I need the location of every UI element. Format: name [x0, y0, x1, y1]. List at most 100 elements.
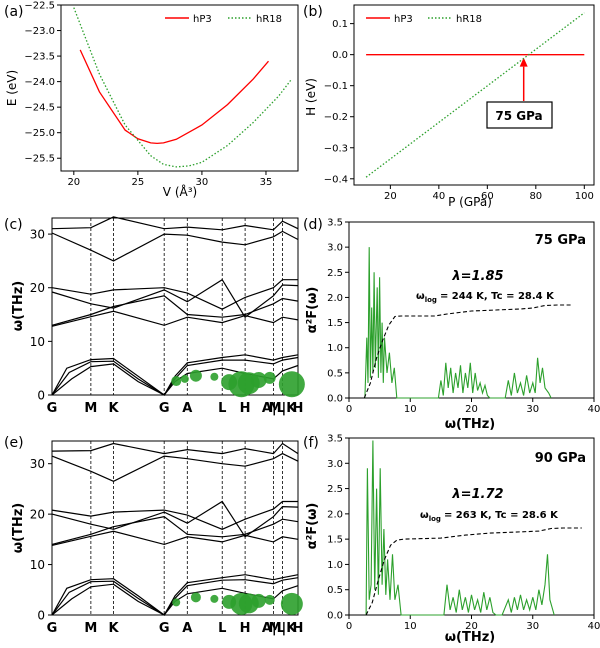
panel-f-eliashberg-90gpa: (f) 90 GPa λ=1.72 ωlog = 263 K, Tc = 28.6… — [303, 434, 600, 646]
panel-b-xlabel: P (GPa) — [448, 195, 492, 209]
panel-e-ytick-label: 10 — [30, 558, 45, 572]
panel-b-legend-hp3: hP3 — [394, 14, 413, 25]
panel-a-xtick-label: 20 — [67, 177, 80, 188]
panel-c-ytick-label: 30 — [30, 228, 45, 242]
panel-d-xtick-label: 40 — [588, 404, 600, 415]
panel-f-omega-symbol: ω — [420, 510, 429, 521]
panel-e-path-label: A — [182, 621, 192, 636]
panel-d-lambda-curve — [363, 304, 573, 399]
panel-f-ytick-label: 1.5 — [327, 535, 343, 546]
panel-c-ytick-label: 10 — [30, 335, 45, 349]
panel-d-ytick-label: 0.0 — [327, 394, 343, 405]
panel-f-xtick-label: 30 — [526, 621, 539, 632]
panel-c-linewidth-marker — [278, 371, 305, 398]
panel-c-linewidth-marker — [171, 376, 182, 387]
panel-f-ytick-label: 1.0 — [327, 560, 343, 571]
panel-c-band — [51, 279, 298, 310]
panel-c-ytick-label: 20 — [30, 281, 45, 295]
panel-b-xtick-label: 20 — [384, 191, 397, 202]
panel-e-frame — [51, 440, 299, 616]
panel-c-band — [51, 278, 299, 319]
panel-a-legend-hp3: hP3 — [193, 14, 212, 25]
panel-b-ylabel: H (eV) — [304, 78, 318, 116]
panel-c-band — [51, 230, 299, 262]
panel-c-label: (c) — [4, 217, 23, 233]
panel-f-omega-sub: log — [429, 515, 441, 523]
panel-d-ytick-label: 0.5 — [327, 368, 343, 379]
panel-b-frame — [353, 4, 595, 186]
panel-f-xtick-label: 0 — [346, 621, 352, 632]
panel-d-ytick-label: 2.0 — [327, 293, 343, 304]
panel-c-path-label: L — [218, 401, 226, 416]
panel-b-xtick-label: 40 — [432, 191, 445, 202]
panel-b-ytick-label: −0.2 — [324, 112, 348, 123]
panel-f-pressure: 90 GPa — [535, 451, 586, 466]
panel-c-path-label: G — [47, 401, 58, 416]
panel-d-omega-symbol: ω — [416, 291, 425, 302]
panel-a-ytick-label: −23.5 — [24, 52, 55, 63]
panel-d-ytick-label: 1.0 — [327, 343, 343, 354]
panel-e-path-label: G — [47, 621, 58, 636]
panel-c-path-label: M|K — [269, 401, 298, 416]
panel-a-frame — [60, 4, 299, 172]
panel-d-pressure: 75 GPa — [535, 233, 586, 248]
panel-e-band — [51, 452, 299, 482]
panel-a-series-hr18 — [73, 7, 293, 168]
panel-a-xtick-label: 25 — [131, 177, 144, 188]
panel-a-xlabel: V (Å³) — [163, 184, 197, 199]
panel-b-xtick-label: 80 — [529, 191, 542, 202]
panel-c-linewidth-marker — [250, 371, 267, 388]
panel-a-legend-hr18: hR18 — [256, 14, 282, 25]
panel-a-ytick-label: −24.0 — [24, 77, 55, 88]
panel-d-a2f-spectrum — [364, 247, 552, 399]
panel-a-ytick-label: −25.5 — [24, 154, 55, 165]
panel-d-xtick-label: 30 — [526, 404, 539, 415]
panel-a-energy-volume: (a) hP3 hR18 V (Å³) E (eV) 20 25 30 35 −22.5… — [4, 1, 299, 199]
panel-d-label: (d) — [303, 217, 323, 233]
panel-a-label: (a) — [4, 4, 24, 20]
panel-e-label: (e) — [4, 435, 24, 451]
panel-c-band — [51, 216, 299, 231]
panel-d-ytick-label: 1.5 — [327, 318, 343, 329]
panel-d-xtick-label: 0 — [346, 404, 352, 415]
panel-e-ytick-label: 0 — [37, 609, 45, 623]
panel-a-xtick-label: 35 — [260, 177, 273, 188]
panel-b-xtick-label: 100 — [575, 191, 594, 202]
panel-e-path-label: G — [159, 621, 170, 636]
panel-f-ytick-label: 0.5 — [327, 585, 343, 596]
panel-f-ytick-label: 3.5 — [327, 434, 343, 445]
panel-b-annotation: 75 GPa — [486, 57, 553, 129]
panel-f-xlabel: ω(THz) — [445, 630, 496, 645]
panel-e-path-label: H — [240, 621, 251, 636]
panel-e-ylabel: ω(THz) — [11, 503, 26, 554]
panel-c-ytick-label: 0 — [37, 389, 45, 403]
panel-e-linewidth-marker — [264, 594, 275, 605]
panel-d-ytick-label: 3.0 — [327, 243, 343, 254]
panel-b-legend: hP3 hR18 — [366, 14, 482, 25]
panel-e-linewidth-marker — [280, 592, 303, 615]
panel-b-ytick-label: −0.3 — [324, 143, 348, 154]
panel-d-omega-log: ωlog = 244 K, Tc = 28.4 K — [416, 291, 555, 304]
panel-e-path-label: K — [108, 621, 119, 636]
panel-e-linewidth-marker — [172, 598, 181, 607]
panel-e-band — [51, 516, 299, 545]
panel-c-band — [51, 310, 299, 327]
panel-d-lambda: λ=1.85 — [451, 269, 503, 284]
panel-d-xlabel: ω(THz) — [445, 417, 496, 432]
panel-e-path-label: L — [218, 621, 226, 636]
panel-b-series-hr18 — [365, 12, 585, 178]
panel-f-lambda: λ=1.72 — [451, 487, 503, 502]
panel-b-ytick-label: 0.1 — [332, 19, 348, 30]
panel-f-ylabel: α²F(ω) — [305, 503, 320, 550]
panel-e-path-label: M — [84, 621, 97, 636]
panel-d-eliashberg-75gpa: (d) 75 GPa λ=1.85 ωlog = 244 K, Tc = 28.4… — [303, 217, 600, 432]
panel-a-ytick-label: −22.5 — [24, 1, 55, 12]
panel-a-series-hp3 — [79, 49, 269, 145]
panel-e-band — [51, 500, 299, 538]
panel-f-ytick-label: 3.0 — [327, 459, 343, 470]
panel-c-linewidth-marker — [263, 371, 276, 384]
panel-c-band — [51, 354, 299, 396]
panel-f-ytick-label: 2.5 — [327, 484, 343, 495]
panel-c-path-label: H — [240, 401, 251, 416]
panel-e-linewidth-marker — [190, 592, 201, 603]
